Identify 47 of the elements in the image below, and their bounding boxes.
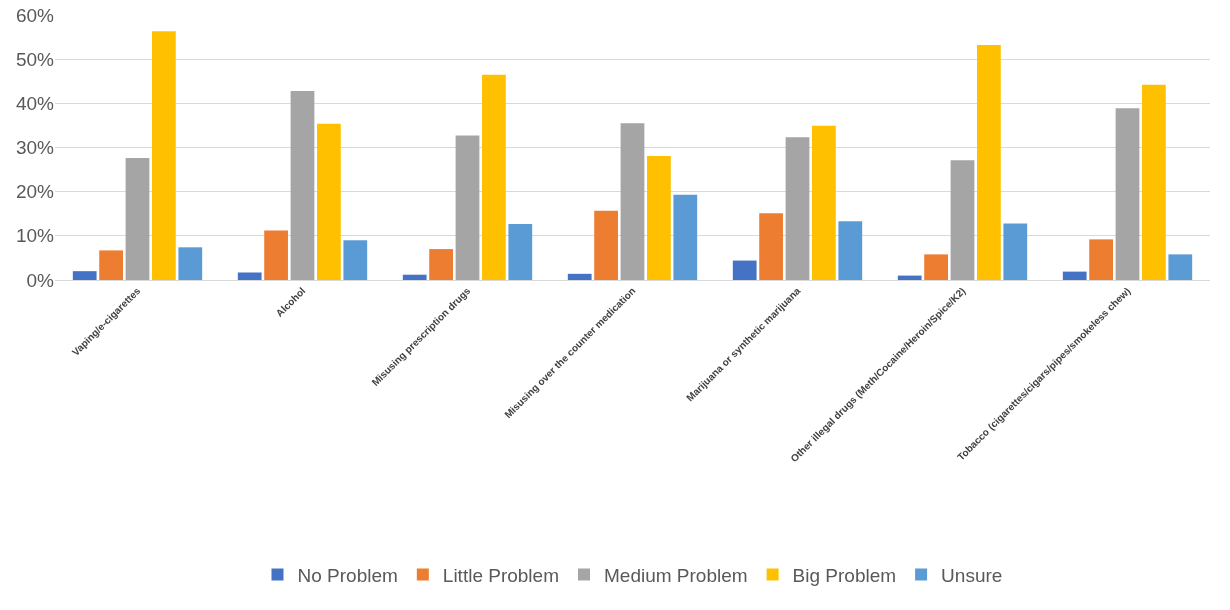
bar <box>429 249 453 280</box>
bar <box>759 213 783 280</box>
bar <box>1168 254 1193 280</box>
y-tick-label: 50% <box>15 48 55 70</box>
bar <box>237 272 262 280</box>
bar <box>290 90 315 280</box>
bar <box>950 160 975 280</box>
bar <box>343 240 368 280</box>
y-tick-label: 20% <box>15 181 55 203</box>
bar <box>1115 108 1140 280</box>
bar <box>264 230 288 280</box>
y-tick-label: 10% <box>15 225 55 247</box>
bar <box>620 123 645 280</box>
bar <box>924 254 948 280</box>
bar <box>125 158 150 280</box>
bar <box>178 247 203 280</box>
bar <box>647 155 671 280</box>
bar <box>72 271 97 280</box>
y-tick-label: 30% <box>15 137 55 159</box>
bar <box>812 125 836 280</box>
bar <box>977 45 1001 280</box>
bar <box>1003 223 1028 280</box>
bar <box>673 194 698 280</box>
bar <box>99 250 123 280</box>
legend-label: Little Problem <box>442 564 559 586</box>
legend-label: No Problem <box>297 564 398 586</box>
bar <box>897 275 922 280</box>
bar <box>567 273 592 280</box>
bar <box>317 123 341 280</box>
bar <box>1089 239 1113 280</box>
bar <box>508 223 533 280</box>
bar <box>1062 271 1087 280</box>
legend-label: Big Problem <box>792 564 897 586</box>
bar <box>402 274 427 280</box>
y-tick-label: 40% <box>15 92 55 114</box>
bar <box>1142 84 1166 280</box>
bar <box>152 31 176 280</box>
legend-label: Medium Problem <box>604 564 748 586</box>
legend-label: Unsure <box>941 564 1003 586</box>
y-tick-label: 60% <box>15 4 55 26</box>
bar <box>455 135 480 280</box>
bar <box>482 74 506 280</box>
bar <box>785 137 810 280</box>
bar <box>594 210 618 280</box>
bar <box>838 221 863 280</box>
y-tick-label: 0% <box>26 269 55 291</box>
bar <box>732 260 757 280</box>
